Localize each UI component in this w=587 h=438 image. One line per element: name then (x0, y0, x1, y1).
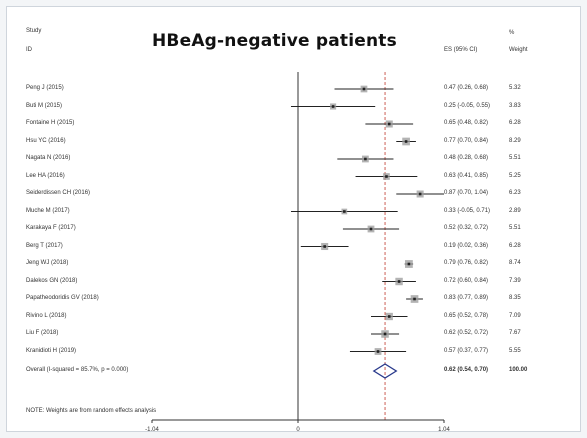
study-weight: 7.09 (509, 312, 521, 319)
study-label: Buti M (2015) (26, 102, 63, 109)
overall-es-ci: 0.62 (0.54, 0.70) (444, 367, 489, 373)
study-weight: 5.51 (509, 225, 521, 231)
study-es-ci: 0.83 (0.77, 0.89) (444, 295, 489, 301)
study-weight: 2.89 (509, 207, 521, 214)
study-label: Rivino L (2018) (26, 312, 67, 319)
overall-label: Overall (I-squared = 85.7%, p = 0.000) (26, 367, 129, 373)
header-es: ES (95% CI) (444, 47, 478, 53)
point-estimate (387, 315, 391, 318)
header-study: Study (26, 28, 42, 34)
x-tick-label: 1.04 (438, 427, 450, 433)
study-weight: 3.83 (509, 102, 521, 109)
header-id: ID (26, 47, 32, 53)
study-label: Lee HA (2016) (26, 172, 65, 179)
study-es-ci: 0.25 (-0.05, 0.55) (444, 102, 491, 109)
point-estimate (404, 140, 408, 143)
study-label: Liu F (2018) (26, 330, 59, 336)
overall-weight: 100.00 (509, 367, 528, 373)
study-es-ci: 0.57 (0.37, 0.77) (444, 347, 489, 354)
point-estimate (323, 245, 326, 248)
point-estimate (413, 297, 416, 301)
chart-title: HBeAg-negative patients (152, 31, 397, 51)
study-label: Jeng WJ (2018) (26, 260, 69, 266)
point-estimate (362, 87, 366, 91)
header-weight-symbol: % (509, 30, 515, 36)
study-es-ci: 0.52 (0.32, 0.72) (444, 225, 489, 231)
chart-panel (6, 6, 581, 432)
point-estimate (385, 175, 388, 178)
point-estimate (376, 350, 380, 353)
study-weight: 7.39 (509, 277, 521, 284)
study-label: Berg T (2017) (26, 242, 63, 249)
point-estimate (331, 105, 335, 108)
study-es-ci: 0.65 (0.52, 0.78) (444, 312, 489, 319)
point-estimate (418, 192, 422, 196)
study-es-ci: 0.62 (0.52, 0.72) (444, 330, 489, 336)
study-weight: 5.55 (509, 347, 521, 354)
point-estimate (383, 332, 387, 336)
point-estimate (397, 280, 401, 283)
x-tick-label: -1.04 (145, 427, 159, 433)
study-weight: 8.29 (509, 137, 521, 144)
study-es-ci: 0.47 (0.26, 0.68) (444, 85, 489, 91)
study-es-ci: 0.79 (0.76, 0.82) (444, 260, 489, 266)
study-weight: 8.35 (509, 295, 521, 301)
study-es-ci: 0.77 (0.70, 0.84) (444, 137, 489, 144)
study-label: Fontaine H (2015) (26, 120, 75, 126)
study-es-ci: 0.87 (0.70, 1.04) (444, 190, 489, 196)
overall-diamond (372, 363, 398, 379)
point-estimate (364, 157, 367, 161)
point-estimate (369, 227, 373, 231)
study-weight: 7.67 (509, 330, 521, 336)
x-tick-label: 0 (296, 427, 300, 433)
header-weight: Weight (509, 47, 528, 53)
study-es-ci: 0.48 (0.28, 0.68) (444, 155, 489, 161)
study-weight: 8.74 (509, 260, 521, 266)
study-label: Peng J (2015) (26, 85, 64, 91)
study-label: Muche M (2017) (26, 207, 70, 214)
study-weight: 5.32 (509, 85, 521, 91)
study-es-ci: 0.65 (0.48, 0.82) (444, 120, 489, 126)
study-weight: 6.23 (509, 190, 521, 196)
study-label: Seiderdissen CH (2016) (26, 190, 91, 196)
study-label: Kranidioti H (2019) (26, 347, 77, 354)
study-es-ci: 0.63 (0.41, 0.85) (444, 172, 489, 179)
study-weight: 6.28 (509, 242, 521, 249)
study-es-ci: 0.19 (0.02, 0.36) (444, 242, 489, 249)
study-label: Papatheodoridis GV (2018) (26, 295, 99, 301)
study-weight: 6.28 (509, 120, 521, 126)
study-label: Karakaya F (2017) (26, 225, 76, 231)
study-weight: 5.25 (509, 172, 521, 179)
point-estimate (407, 262, 411, 266)
study-es-ci: 0.33 (-0.05, 0.71) (444, 207, 491, 214)
footnote: NOTE: Weights are from random effects an… (26, 408, 157, 414)
study-label: Dalekos GN (2018) (26, 277, 78, 284)
study-weight: 5.51 (509, 155, 521, 161)
study-es-ci: 0.72 (0.60, 0.84) (444, 277, 489, 284)
study-label: Hsu YC (2016) (26, 137, 66, 144)
point-estimate (387, 122, 391, 126)
point-estimate (343, 210, 346, 213)
study-label: Nagata N (2016) (26, 155, 71, 161)
